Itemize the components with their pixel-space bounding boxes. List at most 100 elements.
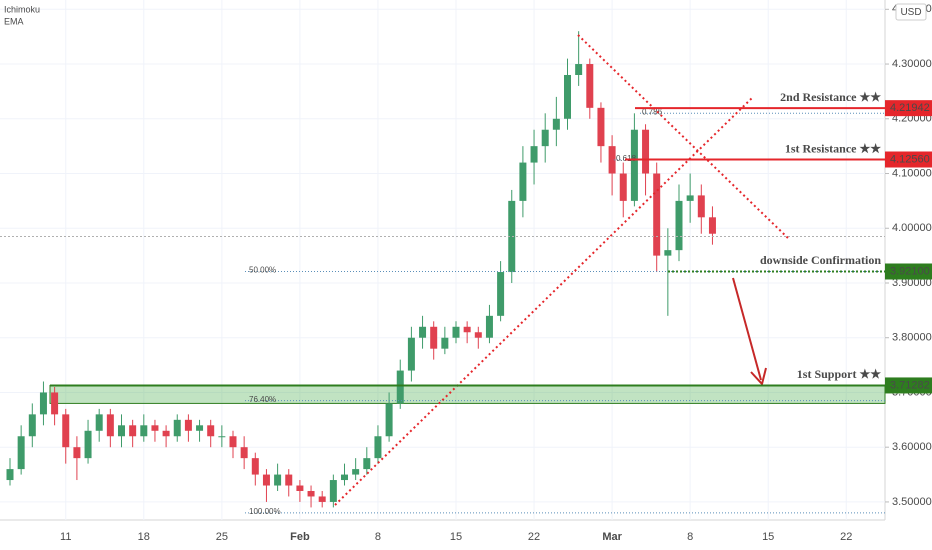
fib-label: 0.618 — [616, 154, 637, 163]
x-tick-label: 8 — [375, 531, 381, 543]
candle-body — [407, 337, 415, 371]
candle-body — [396, 370, 404, 404]
candle-body — [341, 474, 348, 481]
candle-body — [28, 414, 36, 437]
candle-body — [73, 447, 81, 459]
candle-body — [608, 146, 616, 174]
candle-body — [385, 403, 393, 437]
candle-body — [285, 474, 293, 486]
price-tag-label: 3.71282 — [890, 379, 930, 391]
level-name: 1st Support ★★ — [797, 367, 881, 381]
candles — [6, 31, 716, 508]
candle-body — [229, 436, 237, 448]
price-tag — [885, 100, 932, 117]
y-tick-label: 3.80000 — [892, 332, 932, 344]
candle-body — [62, 414, 70, 448]
candle-body — [653, 173, 661, 256]
candle-body — [173, 419, 181, 437]
candle-body — [530, 146, 538, 163]
candle-body — [441, 337, 449, 349]
fib-label: 100.00% — [249, 507, 281, 516]
candle-body — [630, 129, 638, 201]
candle-body — [564, 74, 571, 119]
arrow-head — [750, 367, 767, 387]
candle-body — [296, 485, 304, 491]
level-name: 1st Resistance ★★ — [785, 141, 881, 155]
candle-body — [95, 414, 103, 431]
candle-body — [329, 480, 337, 502]
trendline — [334, 97, 753, 506]
candle-body — [586, 64, 594, 108]
candle-body — [251, 458, 259, 475]
candle-body — [17, 436, 25, 470]
y-tick-label: 3.90000 — [892, 277, 932, 289]
level-name: downside Confirmation — [760, 253, 881, 267]
candle-body — [151, 425, 159, 431]
x-tick-label: Feb — [290, 531, 310, 543]
y-tick-label: 3.60000 — [892, 441, 932, 453]
x-tick-label: 18 — [138, 531, 150, 543]
candle-body — [129, 425, 137, 437]
candle-body — [84, 430, 92, 459]
candle-body — [497, 272, 505, 316]
candle-body — [508, 200, 516, 273]
indicator-label: EMA — [4, 16, 24, 26]
candle-body — [307, 490, 315, 497]
axes: 3.500003.600003.700003.800003.900004.000… — [60, 3, 932, 543]
fib-label: 50.00% — [249, 266, 276, 275]
candle-body — [430, 326, 438, 349]
candle-body — [318, 496, 326, 502]
candle-body — [106, 414, 114, 437]
candle-body — [374, 436, 382, 459]
candle-body — [474, 332, 482, 338]
fib-label: 76.40% — [249, 395, 276, 404]
candle-body — [196, 425, 204, 431]
price-tag — [885, 151, 932, 168]
indicator-label: Ichimoku — [4, 4, 40, 14]
candle-body — [463, 326, 471, 333]
candle-body — [363, 458, 371, 470]
x-tick-label: Mar — [602, 531, 622, 543]
candle-body — [419, 326, 427, 338]
x-tick-label: 22 — [528, 531, 540, 543]
currency-box[interactable] — [895, 3, 927, 21]
candle-body — [352, 469, 360, 475]
x-tick-label: 15 — [450, 531, 462, 543]
candle-body — [708, 217, 716, 234]
candle-body — [51, 392, 59, 415]
level-name: 2nd Resistance ★★ — [780, 90, 881, 104]
candle-body — [597, 107, 605, 147]
arrow-shaft — [732, 277, 762, 381]
price-tag — [885, 263, 932, 280]
price-tag-label: 4.21942 — [890, 102, 930, 114]
candle-body — [274, 474, 282, 486]
currency[interactable]: USD — [900, 7, 921, 18]
price-tag — [885, 377, 932, 394]
candle-body — [184, 419, 192, 431]
y-tick-label: 4.30000 — [892, 58, 932, 70]
fib-label: 0.786 — [642, 107, 663, 116]
x-tick-label: 22 — [840, 531, 852, 543]
candle-body — [519, 162, 527, 201]
candle-body — [39, 392, 47, 415]
trendline — [577, 34, 791, 241]
y-tick-label: 3.50000 — [892, 496, 932, 508]
candle-body — [686, 195, 694, 201]
x-tick-label: 25 — [216, 531, 228, 543]
x-tick-label: 11 — [60, 531, 71, 543]
candle-body — [207, 425, 215, 437]
candle-body — [140, 425, 148, 437]
price-tag-label: 4.12560 — [890, 153, 930, 165]
y-tick-label: 4.10000 — [892, 167, 932, 179]
drawings: 0.786 0.618 50.00% 76.40% 100.00% 2nd Resista… — [0, 34, 885, 516]
candle-body — [619, 173, 627, 201]
candle-body — [642, 129, 650, 174]
y-tick-label: 4.00000 — [892, 222, 932, 234]
candle-body — [6, 469, 14, 481]
candle-body — [218, 436, 226, 438]
candle-body — [452, 326, 460, 338]
candle-body — [118, 425, 125, 437]
candle-body — [485, 315, 493, 338]
candle-body — [664, 250, 672, 256]
